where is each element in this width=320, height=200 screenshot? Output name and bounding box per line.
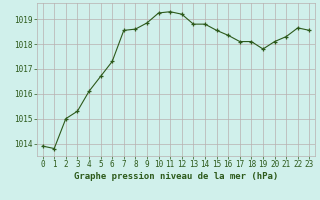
- X-axis label: Graphe pression niveau de la mer (hPa): Graphe pression niveau de la mer (hPa): [74, 172, 278, 181]
